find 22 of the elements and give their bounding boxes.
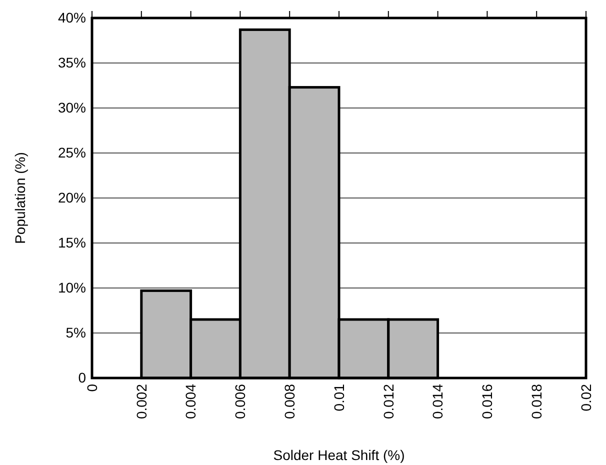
y-tick-label: 15% bbox=[58, 234, 86, 250]
y-tick-label: 10% bbox=[58, 279, 86, 296]
y-tick-label: 40% bbox=[58, 9, 86, 26]
x-tick-label: 0.008 bbox=[282, 384, 298, 420]
x-tick-label: 0.02 bbox=[578, 384, 594, 412]
x-tick-label: 0.002 bbox=[133, 384, 150, 420]
y-axis-title: Population (%) bbox=[12, 152, 28, 244]
x-tick-label: 0.006 bbox=[232, 384, 248, 420]
y-tick-label: 5% bbox=[66, 324, 86, 340]
x-tick-label: 0 bbox=[84, 384, 100, 392]
y-tick-label: 25% bbox=[58, 144, 86, 160]
x-tick-label: 0.012 bbox=[380, 384, 396, 420]
x-tick-label: 0.016 bbox=[479, 384, 496, 420]
x-axis-title: Solder Heat Shift (%) bbox=[273, 447, 405, 463]
x-tick-label: 0.01 bbox=[330, 384, 347, 412]
y-tick-label: 30% bbox=[58, 99, 86, 116]
y-tick-label: 35% bbox=[58, 54, 86, 70]
y-tick-label: 20% bbox=[58, 189, 86, 206]
y-tick-label: 0 bbox=[78, 369, 86, 386]
x-tick-label: 0.004 bbox=[182, 384, 199, 420]
x-tick-label: 0.018 bbox=[528, 384, 544, 420]
x-tick-label: 0.014 bbox=[430, 384, 446, 420]
